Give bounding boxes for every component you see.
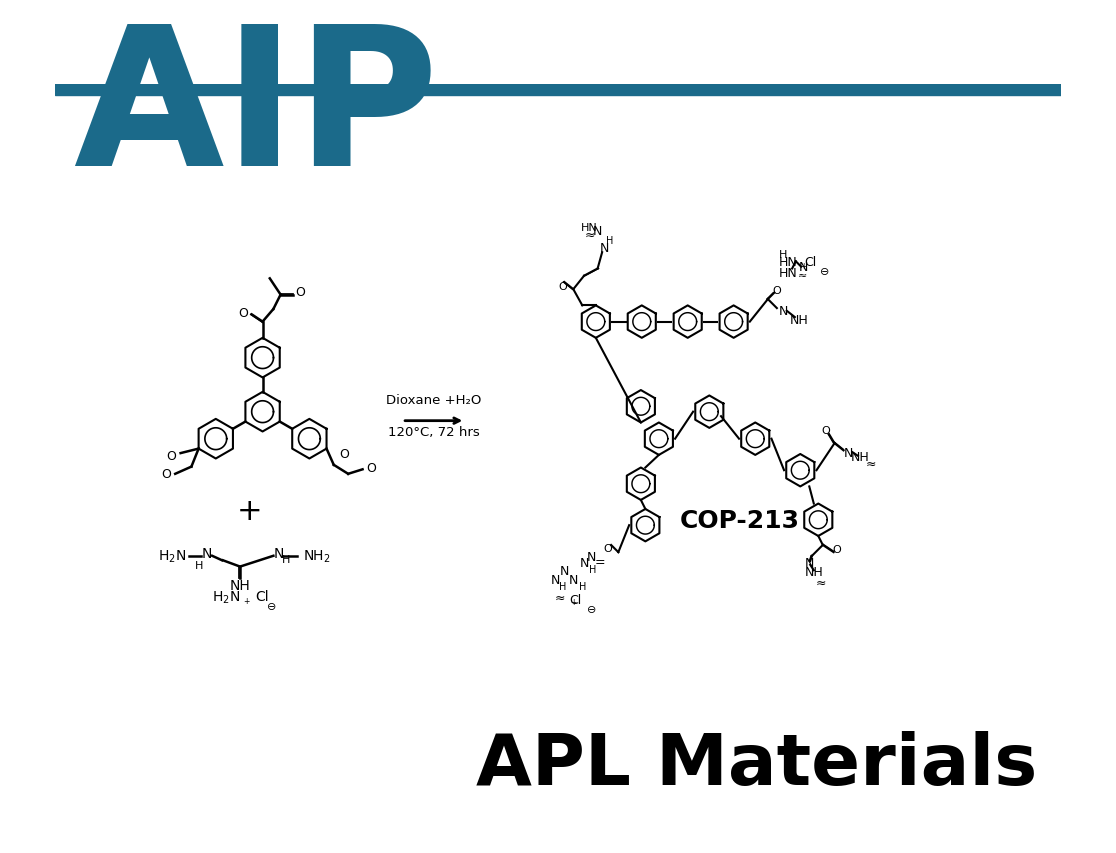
Text: N: N xyxy=(779,305,788,318)
Text: O: O xyxy=(161,467,171,481)
Text: $^+$: $^+$ xyxy=(799,262,809,272)
Text: O: O xyxy=(166,450,176,463)
Text: Cl: Cl xyxy=(569,593,581,606)
Text: N: N xyxy=(579,557,589,570)
Text: HN: HN xyxy=(581,223,598,233)
Text: ≈: ≈ xyxy=(816,577,826,589)
Text: Cl: Cl xyxy=(256,589,269,604)
Bar xyxy=(56,84,1060,96)
Text: O: O xyxy=(821,425,830,435)
Text: H: H xyxy=(578,582,586,592)
Text: H: H xyxy=(195,560,204,570)
Text: N: N xyxy=(550,573,560,586)
Text: HN: HN xyxy=(778,266,797,279)
Text: O: O xyxy=(603,543,612,553)
Text: N: N xyxy=(587,550,596,564)
Text: N: N xyxy=(805,557,814,570)
Text: $\ominus$: $\ominus$ xyxy=(586,603,596,614)
Text: H: H xyxy=(282,554,290,565)
Text: N: N xyxy=(844,446,853,459)
Text: 120°C, 72 hrs: 120°C, 72 hrs xyxy=(388,426,480,438)
Text: N: N xyxy=(559,564,569,577)
Text: Cl: Cl xyxy=(804,255,816,269)
Text: H$_2$N: H$_2$N xyxy=(158,548,186,565)
Text: O: O xyxy=(772,286,781,296)
Text: NH: NH xyxy=(805,566,824,579)
Text: $^+$: $^+$ xyxy=(242,596,251,606)
Text: ≈: ≈ xyxy=(865,457,876,470)
Text: NH: NH xyxy=(790,314,809,327)
Text: H: H xyxy=(606,235,613,246)
Text: ≈: ≈ xyxy=(555,591,565,604)
Text: O: O xyxy=(339,447,349,460)
Text: H$_2$N: H$_2$N xyxy=(212,589,240,605)
Text: APL Materials: APL Materials xyxy=(475,730,1037,799)
Text: O: O xyxy=(296,286,306,299)
Text: $\ominus$: $\ominus$ xyxy=(819,265,829,276)
Text: H: H xyxy=(559,582,566,592)
Text: O: O xyxy=(558,281,567,291)
Text: =: = xyxy=(595,555,606,568)
Text: O: O xyxy=(238,307,248,320)
Text: N: N xyxy=(600,242,609,255)
Bar xyxy=(56,82,1060,93)
Text: $^+$: $^+$ xyxy=(569,597,578,607)
Text: N: N xyxy=(202,547,212,560)
Text: ≈: ≈ xyxy=(585,229,595,241)
Text: +: + xyxy=(237,496,262,525)
Text: ≈: ≈ xyxy=(798,270,808,281)
Text: COP-213: COP-213 xyxy=(680,508,800,532)
Text: Dioxane +H₂O: Dioxane +H₂O xyxy=(386,394,481,407)
Text: N: N xyxy=(273,547,283,560)
Text: N: N xyxy=(569,573,578,586)
Text: NH: NH xyxy=(850,450,869,464)
Text: O: O xyxy=(367,461,376,474)
Text: O: O xyxy=(831,545,840,554)
Text: NH$_2$: NH$_2$ xyxy=(304,548,330,565)
Text: H: H xyxy=(779,250,788,260)
Text: H: H xyxy=(589,565,597,575)
Text: AIP: AIP xyxy=(74,18,439,206)
Text: NH: NH xyxy=(230,578,250,592)
Text: N: N xyxy=(798,261,808,274)
Text: HN: HN xyxy=(778,255,797,269)
Text: $\ominus$: $\ominus$ xyxy=(267,601,277,612)
Text: N: N xyxy=(593,225,603,238)
